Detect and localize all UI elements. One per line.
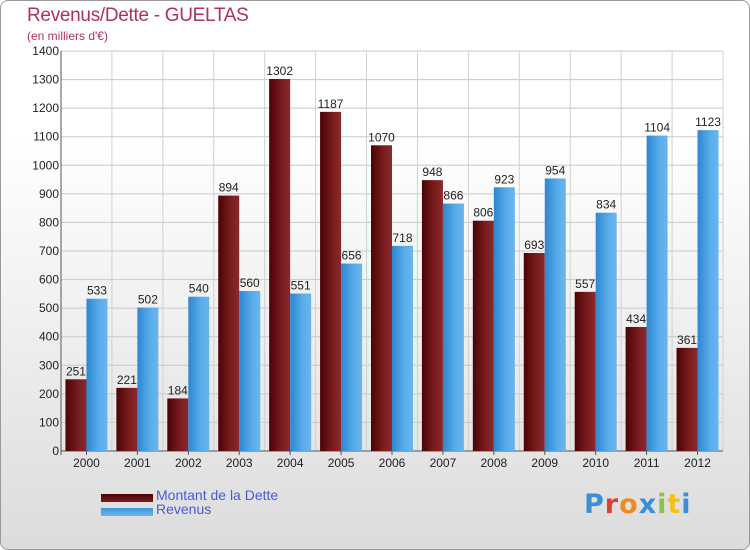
- value-label-dette: 184: [168, 383, 188, 397]
- value-label-dette: 221: [117, 373, 137, 387]
- y-tick-label: 200: [39, 387, 59, 401]
- value-label-dette: 948: [422, 165, 442, 179]
- legend-swatch-revenus: [101, 508, 153, 516]
- x-tick-label: 2000: [73, 456, 100, 470]
- bar-dette: [269, 79, 291, 451]
- logo-letter: t: [667, 489, 682, 520]
- bar-dette: [472, 220, 494, 451]
- bar-revenus: [290, 293, 312, 451]
- bar-dette: [574, 291, 596, 451]
- bar-revenus: [595, 212, 617, 451]
- x-tick-label: 2010: [582, 456, 609, 470]
- y-tick-label: 500: [39, 301, 59, 315]
- logo-letter: i: [657, 489, 668, 520]
- y-tick-label: 1000: [32, 158, 59, 172]
- value-label-revenus: 1123: [695, 115, 721, 129]
- proxiti-logo: Proxiti: [584, 489, 692, 520]
- y-tick-label: 0: [52, 444, 59, 458]
- x-tick-label: 2008: [480, 456, 507, 470]
- bar-dette: [523, 253, 545, 451]
- value-label-revenus: 954: [545, 163, 565, 177]
- y-tick-label: 900: [39, 187, 59, 201]
- x-tick-label: 2001: [124, 456, 151, 470]
- value-label-revenus: 502: [138, 293, 158, 307]
- bar-revenus: [86, 298, 108, 451]
- legend-swatch-dette: [101, 494, 153, 502]
- bar-dette: [676, 347, 698, 451]
- value-label-revenus: 533: [87, 284, 107, 298]
- logo-letter: r: [604, 489, 620, 520]
- value-label-dette: 1070: [368, 130, 395, 144]
- value-label-revenus: 560: [240, 276, 260, 290]
- bar-revenus: [239, 291, 261, 451]
- bar-dette: [167, 398, 189, 451]
- x-tick-label: 2005: [328, 456, 355, 470]
- y-tick-label: 1300: [32, 73, 59, 87]
- bar-dette: [421, 180, 443, 451]
- value-label-revenus: 923: [494, 172, 514, 186]
- labels-layer: 0 100 200 300 400 500 600 700 800 900 1000 1100 1200…: [32, 44, 721, 470]
- legend-label-revenus: Revenus: [156, 501, 212, 517]
- chart-title: Revenus/Dette - GUELTAS: [27, 5, 249, 26]
- y-tick-label: 400: [39, 330, 59, 344]
- bar-dette: [65, 379, 87, 451]
- bar-dette: [116, 387, 138, 451]
- y-tick-label: 100: [39, 415, 59, 429]
- x-tick-label: 2004: [277, 456, 304, 470]
- y-tick-label: 1200: [32, 101, 59, 115]
- value-label-dette: 806: [473, 206, 493, 220]
- value-label-dette: 557: [575, 277, 595, 291]
- value-label-dette: 251: [66, 364, 86, 378]
- x-tick-label: 2003: [226, 456, 253, 470]
- x-tick-label: 2012: [684, 456, 711, 470]
- logo-letter: o: [619, 489, 639, 520]
- bar-revenus: [392, 245, 413, 451]
- bar-revenus: [188, 296, 210, 451]
- legend-label-dette: Montant de la Dette: [156, 487, 279, 503]
- bar-revenus: [493, 187, 515, 452]
- bar-dette: [625, 327, 647, 451]
- bar-revenus: [646, 135, 668, 452]
- bar-revenus: [341, 263, 363, 451]
- value-label-dette: 1187: [318, 97, 344, 111]
- y-tick-label: 1100: [33, 130, 59, 144]
- logo-letter: P: [584, 489, 605, 520]
- value-label-revenus: 656: [342, 249, 362, 263]
- bar-revenus: [544, 178, 566, 451]
- bars-layer: [65, 79, 719, 452]
- y-tick-label: 600: [39, 273, 59, 287]
- bar-dette: [218, 195, 240, 451]
- y-tick-label: 800: [39, 215, 59, 229]
- bar-dette: [320, 111, 342, 451]
- value-label-dette: 1302: [266, 64, 293, 78]
- value-label-revenus: 866: [443, 189, 463, 203]
- x-tick-label: 2002: [175, 456, 202, 470]
- x-tick-label: 2009: [531, 456, 558, 470]
- value-label-dette: 894: [219, 181, 239, 195]
- logo-letter: x: [638, 489, 658, 520]
- bar-revenus: [697, 130, 719, 451]
- y-tick-label: 700: [39, 244, 59, 258]
- x-tick-label: 2006: [379, 456, 406, 470]
- y-tick-label: 300: [39, 358, 59, 372]
- value-label-dette: 361: [677, 333, 697, 347]
- bar-revenus: [137, 307, 159, 451]
- y-tick-label: 1400: [32, 44, 59, 58]
- value-label-revenus: 718: [392, 231, 412, 245]
- value-label-revenus: 834: [596, 198, 616, 212]
- bar-revenus: [442, 203, 464, 451]
- value-label-dette: 434: [626, 312, 646, 326]
- x-tick-label: 2007: [430, 456, 457, 470]
- chart-subtitle: (en milliers d'€): [27, 29, 108, 43]
- x-tick-label: 2011: [634, 456, 660, 470]
- value-label-revenus: 551: [291, 279, 311, 293]
- logo-letter: i: [681, 489, 692, 520]
- value-label-revenus: 540: [189, 282, 209, 296]
- value-label-revenus: 1104: [644, 121, 670, 135]
- bar-dette: [371, 145, 392, 452]
- value-label-dette: 693: [524, 238, 544, 252]
